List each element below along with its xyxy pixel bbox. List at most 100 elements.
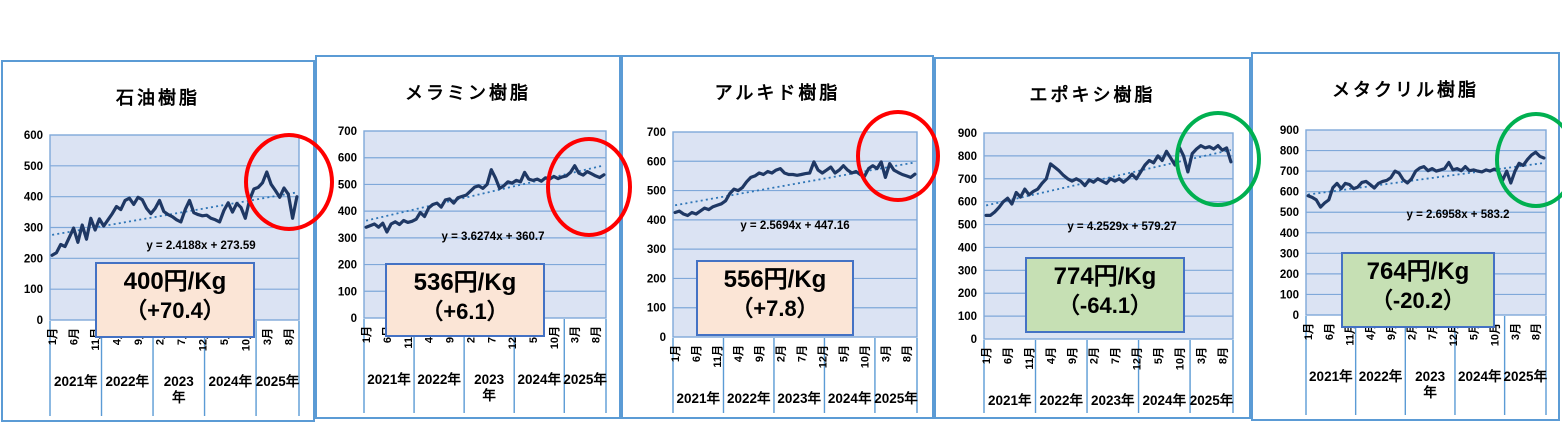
- highlight-circle-red: [856, 110, 940, 202]
- y-axis-label: 100: [958, 311, 977, 323]
- y-axis-label: 600: [24, 130, 43, 142]
- price-value: 764円/Kg: [1366, 258, 1470, 285]
- y-axis-label: 0: [971, 334, 977, 346]
- y-axis-label: 300: [958, 265, 977, 277]
- y-axis-label: 0: [351, 313, 357, 325]
- year-label: 2021年: [54, 373, 98, 389]
- y-axis-label: 700: [338, 126, 357, 138]
- year-label: 2025年: [1504, 368, 1548, 384]
- y-axis-label: 500: [647, 186, 666, 198]
- price-callout-box: 536円/Kg （+6.1）: [385, 263, 545, 337]
- y-axis-label: 200: [958, 288, 977, 300]
- y-axis-label: 400: [647, 215, 666, 227]
- resin-chart-panel: メタクリル樹脂 900 800 700 600 500 400 300 200 100 0 1月 6月…: [1251, 52, 1560, 421]
- price-value: 556円/Kg: [723, 266, 827, 293]
- year-label: 2023年: [1091, 392, 1135, 408]
- highlight-circle-red: [244, 133, 334, 231]
- year-label: 2022年: [1359, 368, 1403, 384]
- y-axis-label: 200: [647, 273, 666, 285]
- year-label: 2024年: [1458, 368, 1502, 384]
- highlight-circle-green: [1495, 112, 1562, 208]
- y-axis-label: 200: [24, 253, 43, 265]
- month-tick-label: 1月: [1302, 323, 1315, 340]
- year-label: 2021年: [1309, 368, 1353, 384]
- month-tick-label: 8月: [590, 326, 603, 343]
- month-tick-label: 1月: [980, 347, 993, 364]
- y-axis-label: 900: [958, 128, 977, 140]
- y-axis-label: 100: [647, 303, 666, 315]
- price-callout-box: 774円/Kg （-64.1）: [1025, 257, 1185, 333]
- resin-chart-panel: 石油樹脂 60050040030020010001月6月11月4月9月2月7月1…: [1, 60, 315, 422]
- month-tick-label: 6月: [690, 345, 703, 362]
- y-axis-label: 500: [958, 220, 977, 232]
- chart-title: アルキド樹脂: [714, 83, 841, 103]
- chart-title: エポキシ樹脂: [1029, 85, 1156, 105]
- y-axis-label: 300: [338, 233, 357, 245]
- year-label: 2021年: [367, 371, 411, 387]
- month-tick-label: 10月: [1488, 323, 1501, 346]
- y-axis-label: 600: [1280, 187, 1299, 199]
- month-tick-label: 3月: [569, 326, 582, 343]
- y-axis-label: 800: [958, 151, 977, 163]
- month-tick-label: 8月: [282, 328, 295, 345]
- month-tick-label: 4月: [732, 345, 745, 362]
- month-tick-label: 3月: [1195, 347, 1208, 364]
- price-callout-box: 400円/Kg （+70.4）: [95, 262, 255, 338]
- trend-equation-label: y = 3.6274x + 360.7: [442, 231, 545, 243]
- chart-title: メラミン樹脂: [405, 83, 531, 103]
- y-axis-label: 700: [647, 127, 666, 139]
- price-change: （-20.2）: [1370, 288, 1466, 313]
- price-change: （-64.1）: [1057, 293, 1153, 318]
- y-axis-label: 100: [1280, 289, 1299, 301]
- resin-chart-panel: メラミン樹脂 70060050040030020010001月6月11月4月9月…: [315, 55, 621, 419]
- y-axis-label: 400: [24, 192, 43, 204]
- month-tick-label: 4月: [1045, 347, 1058, 364]
- year-label: 2024年: [209, 373, 253, 389]
- y-axis-label: 400: [1280, 228, 1299, 240]
- resin-chart-panel: アルキド樹脂 700 600 500 400 300 200 100 0 1月 6月 11月 4月 9月…: [621, 55, 934, 419]
- year-label: 2022年: [417, 371, 461, 387]
- year-label: 2024年: [1143, 392, 1187, 408]
- month-tick-label: 7月: [1109, 347, 1122, 364]
- y-axis-label: 300: [1280, 248, 1299, 260]
- month-tick-label: 12月: [816, 345, 829, 368]
- trend-equation-label: y = 2.4188x + 273.59: [146, 240, 255, 252]
- y-axis-label: 600: [958, 197, 977, 209]
- y-axis-label: 700: [958, 174, 977, 186]
- price-value: 774円/Kg: [1053, 263, 1157, 290]
- y-axis-label: 300: [24, 223, 43, 235]
- month-tick-label: 12月: [1447, 323, 1460, 346]
- y-axis-label: 900: [1280, 125, 1299, 137]
- year-label: 2025年: [563, 371, 607, 387]
- chart-title: 石油樹脂: [116, 88, 200, 108]
- y-axis-label: 500: [338, 179, 357, 191]
- month-tick-label: 11月: [1023, 347, 1036, 370]
- month-tick-label: 6月: [1323, 323, 1336, 340]
- year-label: 2024年: [828, 390, 872, 406]
- trend-equation-label: y = 2.6958x + 583.2: [1407, 209, 1510, 221]
- price-change: （+6.1）: [421, 299, 509, 324]
- month-tick-label: 6月: [68, 328, 81, 345]
- month-tick-label: 3月: [1509, 323, 1522, 340]
- month-tick-label: 11月: [711, 345, 724, 368]
- year-label: 2021年: [988, 392, 1032, 408]
- y-axis-label: 400: [958, 242, 977, 254]
- month-tick-label: 1月: [360, 326, 373, 343]
- y-axis-label: 0: [37, 315, 43, 327]
- price-value: 536円/Kg: [413, 269, 517, 296]
- highlight-circle-green: [1175, 111, 1261, 207]
- price-callout-box: 556円/Kg （+7.8）: [696, 260, 854, 336]
- y-axis-label: 200: [338, 260, 357, 272]
- month-tick-label: 8月: [900, 345, 913, 362]
- month-tick-label: 5月: [1152, 347, 1165, 364]
- price-change: （+70.4）: [125, 298, 225, 323]
- year-label: 2025年: [256, 373, 300, 389]
- y-axis-label: 400: [338, 206, 357, 218]
- year-label: 2024年: [517, 371, 561, 387]
- y-axis-label: 300: [647, 244, 666, 256]
- month-tick-label: 8月: [1216, 347, 1229, 364]
